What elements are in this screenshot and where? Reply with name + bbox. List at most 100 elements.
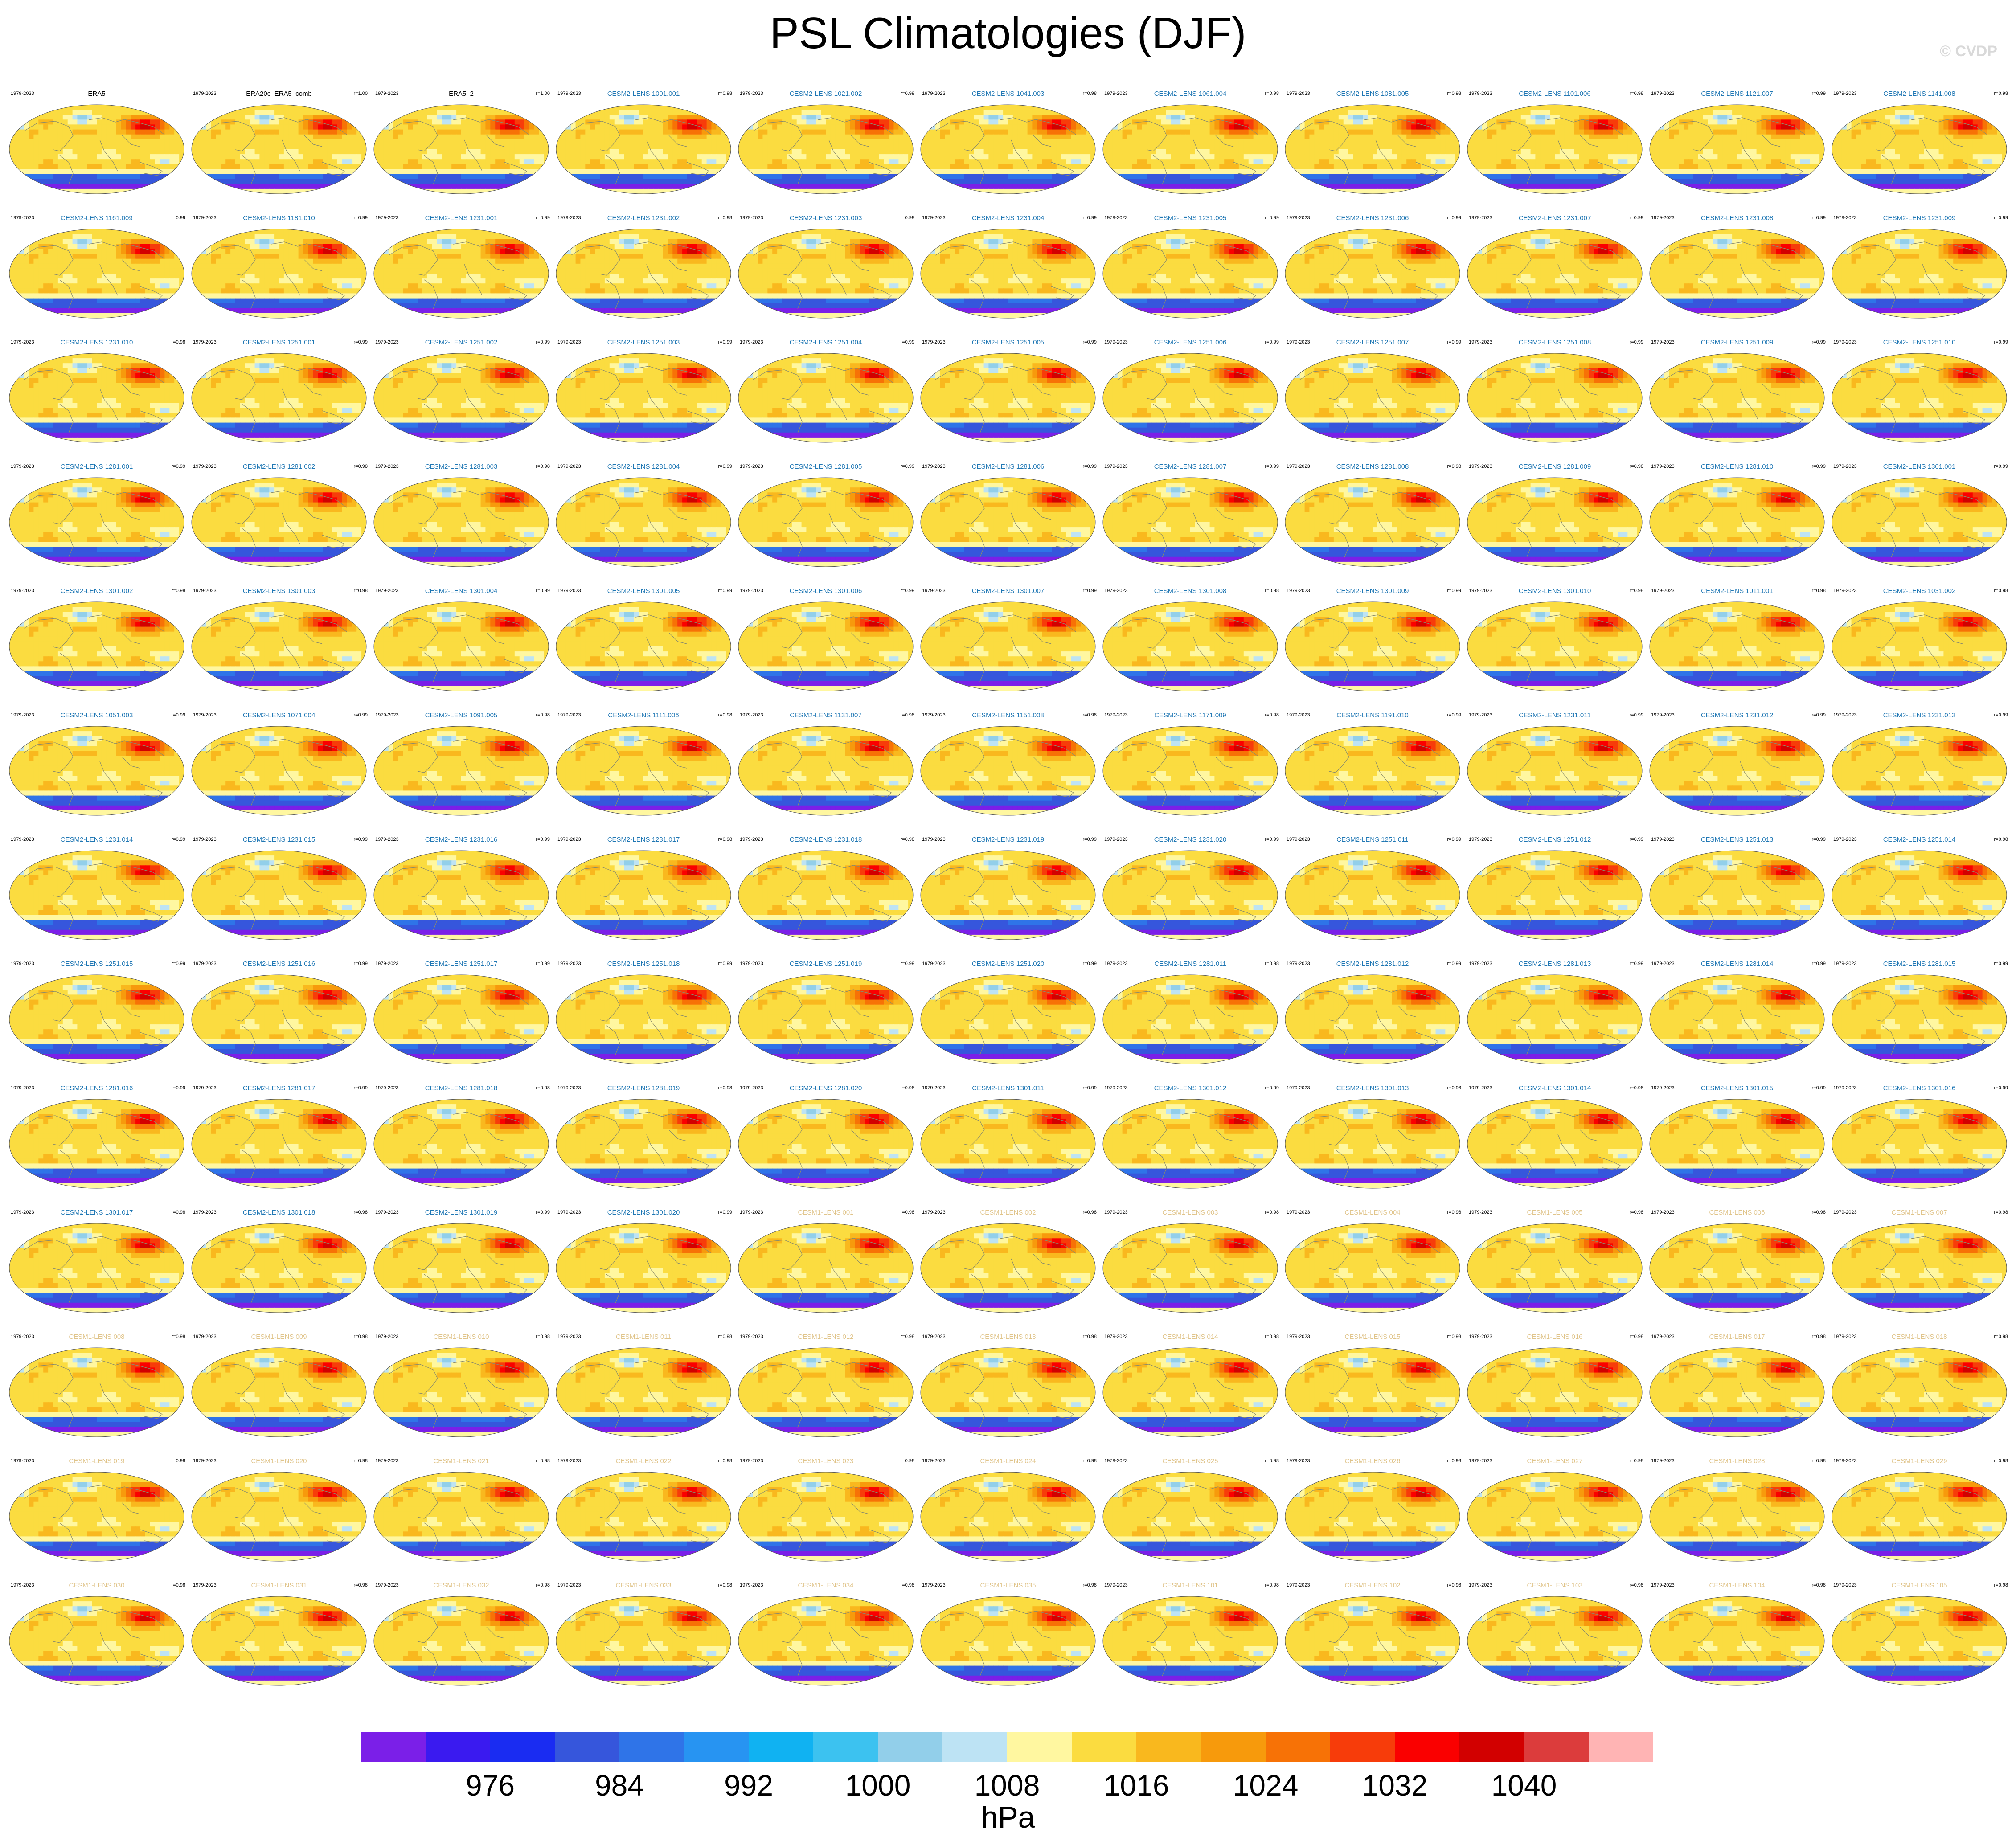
psl-cell bbox=[1344, 130, 1349, 135]
psl-cell bbox=[816, 174, 821, 180]
psl-cell bbox=[211, 144, 217, 150]
psl-cell bbox=[1258, 130, 1263, 135]
psl-cell bbox=[529, 179, 534, 184]
psl-cell bbox=[1147, 115, 1152, 120]
psl-cell bbox=[379, 115, 384, 120]
psl-cell bbox=[422, 115, 428, 120]
psl-cell bbox=[1309, 105, 1315, 110]
psl-cell bbox=[571, 164, 576, 169]
psl-cell bbox=[456, 149, 462, 155]
psl-cell bbox=[643, 149, 649, 155]
psl-cell bbox=[442, 119, 447, 125]
psl-cell bbox=[692, 174, 697, 180]
psl-cell bbox=[580, 110, 586, 115]
psl-cell bbox=[211, 115, 217, 120]
psl-cell bbox=[1061, 184, 1067, 189]
psl-cell bbox=[792, 115, 797, 120]
psl-cell bbox=[1268, 159, 1273, 164]
psl-cell bbox=[1268, 139, 1273, 145]
psl-cell bbox=[1018, 169, 1023, 174]
psl-cell bbox=[836, 149, 841, 155]
psl-cell bbox=[1392, 135, 1397, 140]
psl-cell bbox=[716, 184, 721, 189]
psl-cell bbox=[461, 139, 467, 145]
psl-cell bbox=[711, 135, 717, 140]
psl-cell bbox=[576, 139, 581, 145]
psl-cell bbox=[600, 124, 605, 130]
psl-cell bbox=[29, 110, 34, 115]
psl-cell bbox=[1118, 179, 1123, 184]
psl-cell bbox=[855, 189, 860, 194]
psl-cell bbox=[610, 189, 615, 194]
psl-cell bbox=[826, 179, 831, 184]
psl-cell bbox=[1013, 105, 1018, 110]
panel-pattern-correlation: r=0.98 bbox=[718, 91, 733, 96]
psl-cell bbox=[743, 184, 749, 189]
psl-cell bbox=[107, 159, 112, 164]
psl-cell bbox=[1090, 174, 1096, 180]
psl-cell bbox=[1161, 110, 1167, 115]
psl-cell bbox=[903, 154, 909, 160]
psl-cell bbox=[1205, 179, 1210, 184]
psl-cell bbox=[940, 174, 946, 180]
psl-cell bbox=[840, 154, 846, 160]
psl-cell bbox=[1263, 130, 1268, 135]
psl-cell bbox=[63, 179, 68, 184]
psl-cell bbox=[903, 124, 909, 130]
psl-cell bbox=[1210, 144, 1215, 150]
psl-cell bbox=[1081, 189, 1086, 194]
psl-cell bbox=[303, 179, 308, 184]
psl-cell bbox=[437, 105, 443, 110]
psl-cell bbox=[235, 144, 241, 150]
psl-cell bbox=[668, 164, 673, 169]
psl-cell bbox=[201, 184, 207, 189]
psl-cell bbox=[379, 110, 384, 115]
psl-cell bbox=[374, 149, 379, 155]
psl-cell bbox=[1047, 189, 1052, 194]
psl-cell bbox=[328, 189, 333, 194]
psl-cell bbox=[1397, 144, 1402, 150]
psl-cell bbox=[140, 189, 146, 194]
psl-cell bbox=[269, 174, 275, 180]
psl-cell bbox=[447, 130, 452, 135]
psl-cell bbox=[160, 159, 165, 164]
psl-cell bbox=[255, 139, 260, 145]
psl-cell bbox=[140, 105, 146, 110]
psl-cell bbox=[850, 124, 855, 130]
psl-cell bbox=[43, 139, 49, 145]
psl-cell bbox=[663, 179, 668, 184]
psl-cell bbox=[48, 144, 53, 150]
psl-cell bbox=[1176, 144, 1181, 150]
psl-cell bbox=[63, 110, 68, 115]
psl-cell bbox=[860, 154, 865, 160]
psl-cell bbox=[33, 110, 39, 115]
psl-cell bbox=[121, 130, 126, 135]
psl-cell bbox=[1406, 110, 1412, 115]
psl-cell bbox=[1210, 179, 1215, 184]
psl-cell bbox=[107, 184, 112, 189]
psl-cell bbox=[1249, 139, 1254, 145]
psl-cell bbox=[658, 139, 664, 145]
psl-cell bbox=[1003, 144, 1008, 150]
psl-cell bbox=[356, 144, 362, 150]
psl-cell bbox=[1171, 115, 1176, 120]
psl-cell bbox=[1263, 115, 1268, 120]
psl-cell bbox=[721, 179, 726, 184]
psl-cell bbox=[1003, 159, 1008, 164]
psl-cell bbox=[1440, 130, 1446, 135]
psl-cell bbox=[1108, 130, 1113, 135]
psl-cell bbox=[716, 179, 721, 184]
psl-cell bbox=[955, 124, 960, 130]
psl-cell bbox=[840, 169, 846, 174]
psl-cell bbox=[1042, 124, 1047, 130]
psl-cell bbox=[427, 179, 433, 184]
psl-cell bbox=[1314, 124, 1319, 130]
psl-cell bbox=[1123, 135, 1128, 140]
psl-cell bbox=[643, 159, 649, 164]
psl-cell bbox=[930, 164, 936, 169]
psl-cell bbox=[726, 130, 731, 135]
psl-cell bbox=[259, 154, 265, 160]
psl-cell bbox=[1018, 149, 1023, 155]
psl-cell bbox=[1166, 189, 1172, 194]
psl-cell bbox=[969, 115, 975, 120]
